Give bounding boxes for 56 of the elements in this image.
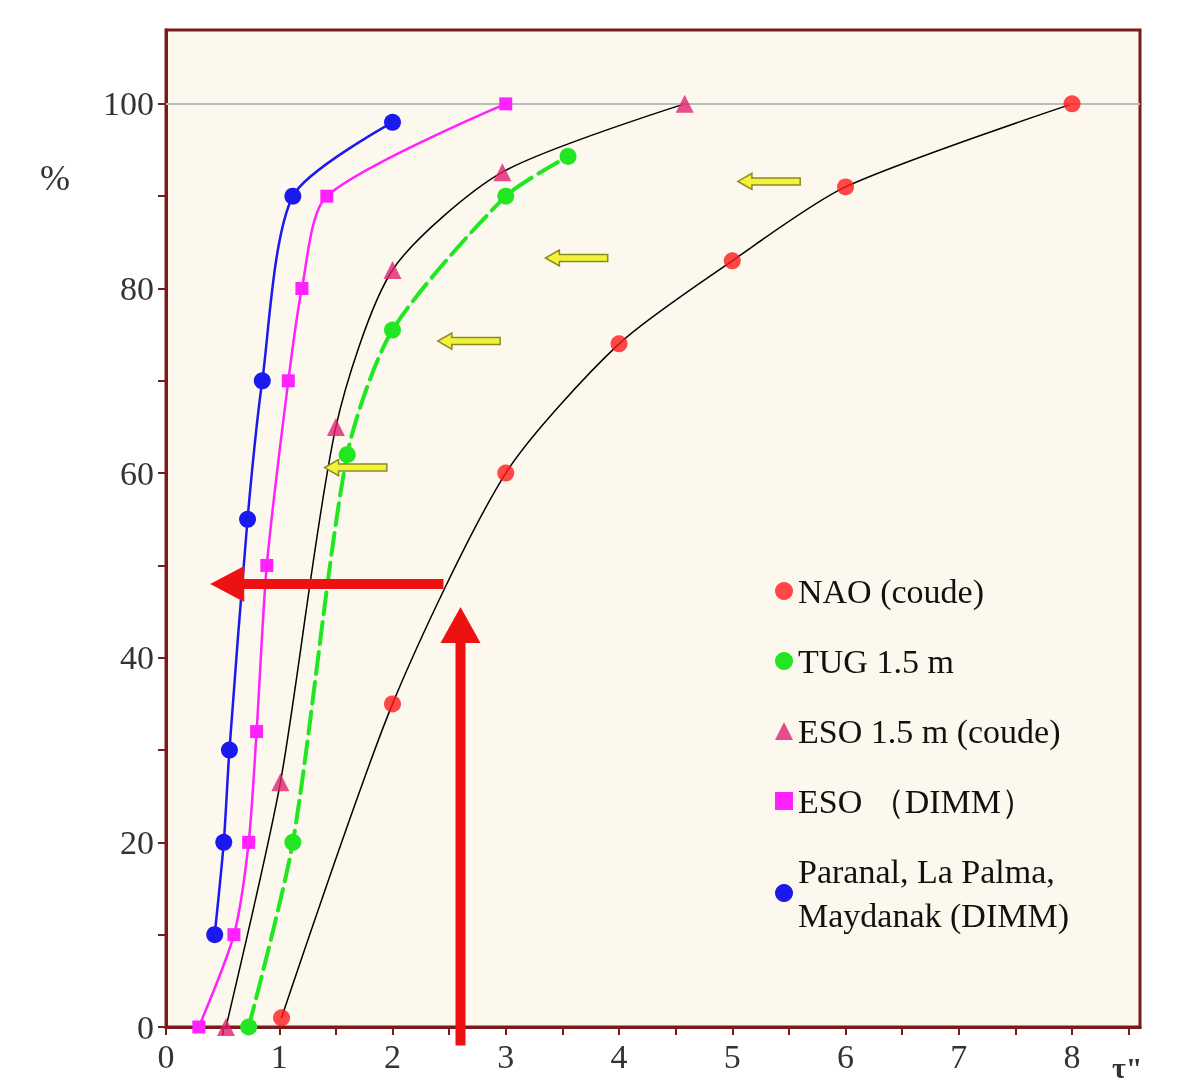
legend-label: NAO (coude) <box>798 572 985 611</box>
x-tick-label: 7 <box>950 1037 968 1075</box>
x-tick-label: 4 <box>610 1037 628 1075</box>
y-tick-label: 40 <box>120 639 154 677</box>
point <box>384 321 402 339</box>
point <box>271 773 290 792</box>
x-tick-label: 8 <box>1063 1037 1081 1075</box>
y-tick-label: 0 <box>137 1008 154 1046</box>
point <box>284 187 302 205</box>
point <box>610 335 628 353</box>
y-tick-label: 60 <box>120 454 154 492</box>
point <box>497 187 515 205</box>
point <box>220 741 238 759</box>
point <box>559 147 577 165</box>
point <box>493 163 512 182</box>
point <box>499 97 513 111</box>
point <box>497 464 515 482</box>
y-tick-label: 20 <box>120 823 154 861</box>
x-tick-label: 3 <box>497 1037 515 1075</box>
y-tick-label: 100 <box>103 85 154 123</box>
y-tick-label: 80 <box>120 269 154 307</box>
legend-label: Paranal, La Palma, Maydanak (DIMM) <box>798 852 1070 935</box>
x-tick-label: 5 <box>723 1037 741 1075</box>
y-axis-title: % <box>40 158 70 198</box>
legend-label: TUG 1.5 m <box>798 642 954 680</box>
point <box>206 926 224 944</box>
x-tick-label: 1 <box>270 1037 288 1075</box>
point <box>239 510 257 528</box>
point <box>260 558 274 572</box>
point <box>326 417 345 436</box>
x-tick-label: 2 <box>384 1037 402 1075</box>
point <box>384 695 402 713</box>
point <box>295 281 309 295</box>
point <box>242 835 256 849</box>
point <box>192 1020 206 1034</box>
point <box>1063 95 1081 113</box>
point <box>273 1009 291 1027</box>
point <box>253 372 271 390</box>
legend-label: ESO 1.5 m (coude) <box>798 712 1061 751</box>
point <box>384 113 402 131</box>
point <box>227 928 241 942</box>
point <box>675 94 694 113</box>
point <box>284 833 302 851</box>
x-axis-title: τ" <box>1112 1050 1143 1084</box>
point <box>383 261 402 280</box>
point <box>215 833 233 851</box>
point <box>320 189 334 203</box>
x-tick-label: 6 <box>837 1037 855 1075</box>
point <box>338 446 356 464</box>
point <box>240 1018 258 1036</box>
point <box>837 178 855 196</box>
point <box>217 1018 236 1036</box>
point <box>281 374 295 388</box>
legend-label: ESO （DIMM） <box>798 782 1036 820</box>
point <box>723 252 741 270</box>
point <box>250 725 264 739</box>
